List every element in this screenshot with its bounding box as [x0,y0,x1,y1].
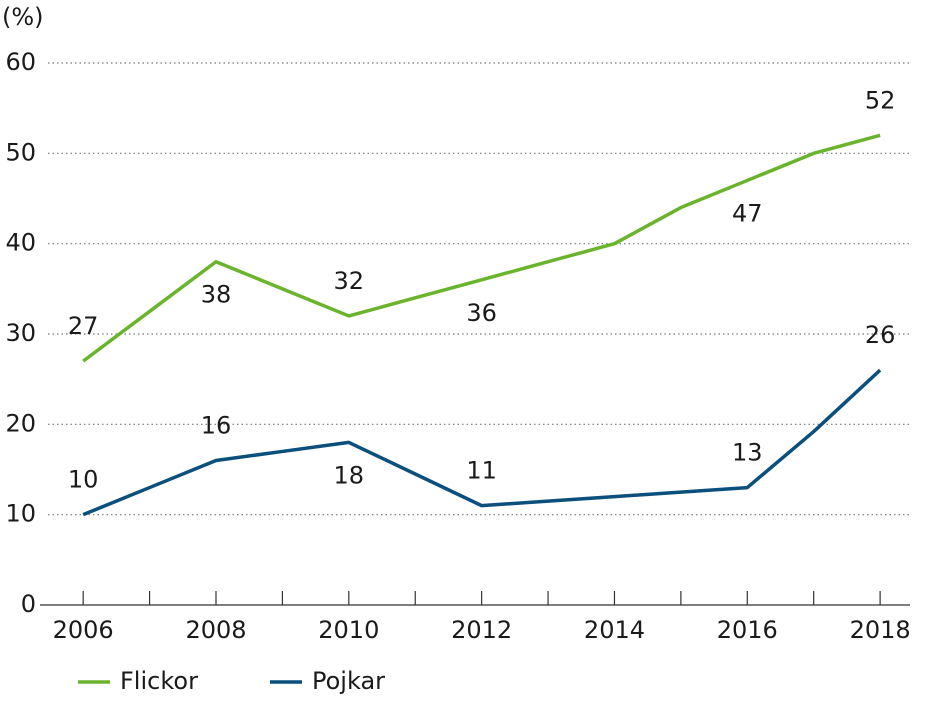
x-tick-label: 2010 [318,616,379,644]
line [82,368,882,517]
y-tick-label: 50 [5,138,36,166]
x-tick-label: 2006 [53,616,114,644]
data-label: 38 [201,281,232,309]
data-label: 18 [334,461,365,489]
data-label: 52 [865,86,896,114]
x-tick-label: 2016 [717,616,778,644]
data-label: 13 [732,439,763,467]
y-tick-label: 0 [21,590,36,618]
data-label: 27 [68,312,99,340]
x-tick-label: 2008 [185,616,246,644]
x-tick-label: 2018 [850,616,911,644]
y-tick-label: 10 [5,500,36,528]
legend-label: Flickor [120,667,198,695]
x-tick-label: 2014 [584,616,645,644]
y-axis-label: (%) [2,3,44,31]
y-tick-label: 40 [5,229,36,257]
data-label: 36 [466,299,497,327]
data-label: 11 [466,457,497,485]
legend-label: Pojkar [312,667,385,695]
y-tick-label: 30 [5,319,36,347]
data-label: 10 [68,466,99,494]
data-label: 32 [334,267,365,295]
line [82,133,881,363]
x-tick-label: 2012 [451,616,512,644]
y-tick-label: 60 [5,48,36,76]
data-label: 16 [201,411,232,439]
data-label: 26 [865,321,896,349]
y-tick-label: 20 [5,409,36,437]
data-label: 47 [732,199,763,227]
